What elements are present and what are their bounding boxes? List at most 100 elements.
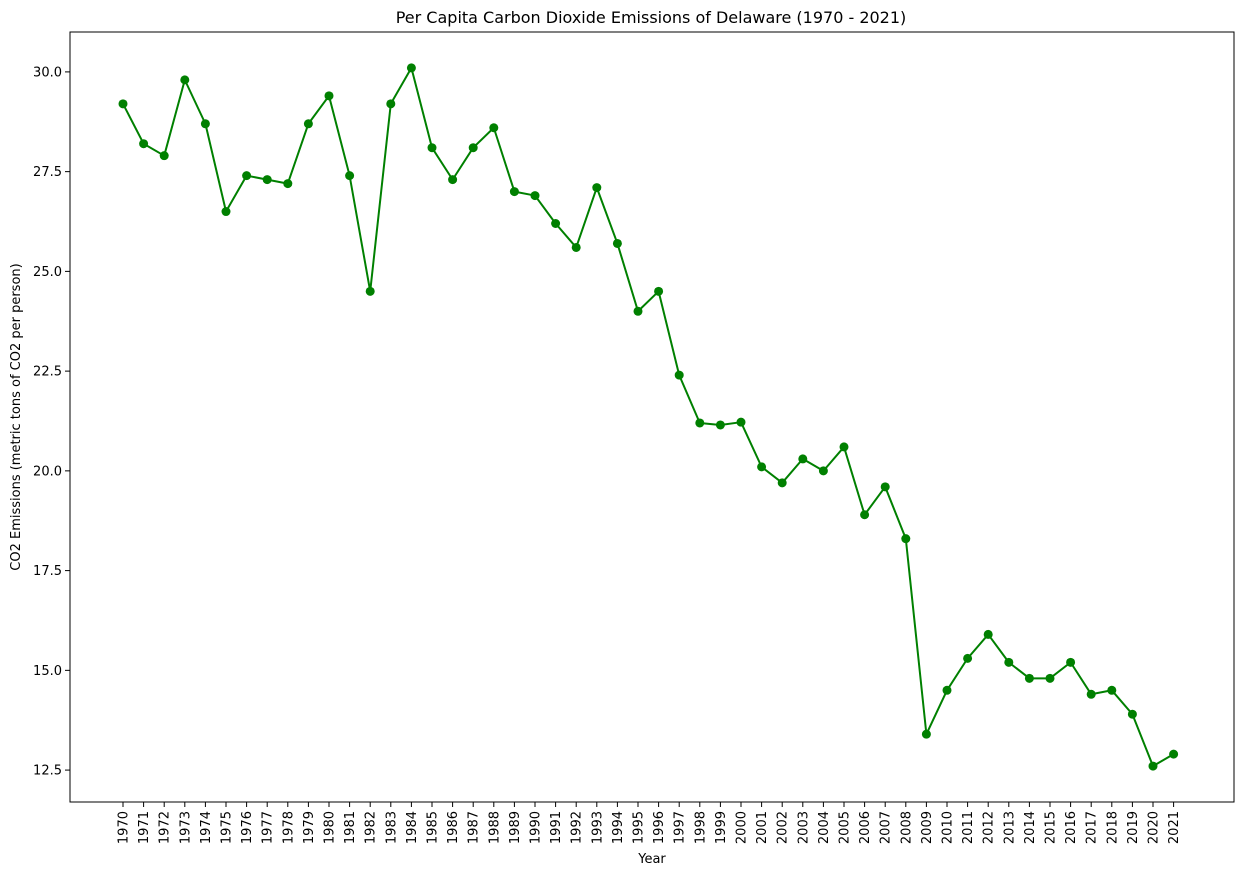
data-point — [509, 187, 519, 197]
x-tick-label: 2003 — [796, 811, 811, 844]
data-point — [1024, 673, 1034, 683]
data-point — [324, 91, 334, 101]
x-tick-label: 1982 — [364, 811, 379, 844]
data-point — [1004, 657, 1014, 667]
data-point — [303, 119, 313, 129]
x-tick-label: 1986 — [446, 811, 461, 844]
x-tick-label: 1988 — [487, 811, 502, 844]
x-tick-label: 2015 — [1044, 811, 1059, 844]
data-point — [1045, 673, 1055, 683]
x-tick-label: 1990 — [529, 811, 544, 844]
data-point — [1127, 709, 1137, 719]
data-point — [180, 75, 190, 85]
plot-frame — [69, 31, 1235, 803]
data-point — [654, 286, 664, 296]
data-point — [262, 175, 272, 185]
x-tick-label: 1979 — [302, 811, 317, 844]
x-tick-label: 1975 — [220, 811, 235, 844]
x-tick-label: 1973 — [178, 811, 193, 844]
data-point — [1086, 689, 1096, 699]
data-point — [736, 417, 746, 427]
x-tick-label: 1993 — [590, 811, 605, 844]
x-tick-label: 2006 — [858, 811, 873, 844]
x-tick-label: 2002 — [776, 811, 791, 844]
x-tick-label: 2008 — [899, 811, 914, 844]
data-point — [798, 454, 808, 464]
data-point — [633, 306, 643, 316]
data-point — [448, 175, 458, 185]
x-tick-label: 2018 — [1105, 811, 1120, 844]
y-axis-label: CO2 Emissions (metric tons of CO2 per pe… — [9, 263, 24, 570]
x-tick-label: 2021 — [1167, 811, 1182, 844]
data-point — [139, 139, 149, 149]
x-tick-label: 2000 — [735, 811, 750, 844]
x-tick-label: 1984 — [405, 811, 420, 844]
x-tick-label: 1974 — [199, 811, 214, 844]
x-tick-label: 1983 — [384, 811, 399, 844]
data-point — [983, 629, 993, 639]
chart-title: Per Capita Carbon Dioxide Emissions of D… — [396, 8, 907, 27]
data-point — [551, 219, 561, 229]
x-tick-label: 2013 — [1002, 811, 1017, 844]
x-tick-label: 1976 — [240, 811, 255, 844]
data-point — [818, 466, 828, 476]
data-point — [571, 242, 581, 252]
data-point — [963, 653, 973, 663]
data-point — [242, 171, 252, 181]
data-point — [468, 143, 478, 153]
y-tick-label: 20.0 — [33, 464, 62, 479]
y-tick-label: 12.5 — [33, 764, 62, 779]
x-tick-label: 1999 — [714, 811, 729, 844]
x-axis-ticks: 1970 1971 1972 1973 1974 1975 1976 1977 1978 1979… — [117, 802, 1182, 844]
series-line — [122, 66, 1175, 768]
data-point — [880, 482, 890, 492]
x-tick-label: 1989 — [508, 811, 523, 844]
data-point — [200, 119, 210, 129]
x-tick-label: 2004 — [817, 811, 832, 844]
data-point — [592, 183, 602, 193]
x-tick-label: 1992 — [570, 811, 585, 844]
data-point — [860, 510, 870, 520]
y-axis-ticks: 12.5 15.0 17.5 20.0 22.5 25.0 27.5 30.0 — [33, 65, 70, 779]
x-tick-label: 2010 — [941, 811, 956, 844]
data-point — [159, 151, 169, 161]
x-tick-label: 2007 — [879, 811, 894, 844]
x-tick-label: 1981 — [343, 811, 358, 844]
data-point — [221, 207, 231, 217]
x-tick-label: 1985 — [426, 811, 441, 844]
data-point — [839, 442, 849, 452]
data-point — [386, 99, 396, 109]
data-point — [489, 123, 499, 133]
x-tick-label: 1997 — [673, 811, 688, 844]
data-point — [365, 286, 375, 296]
data-point — [757, 462, 767, 472]
x-tick-label: 1980 — [323, 811, 338, 844]
data-point — [1148, 761, 1158, 771]
x-tick-label: 2005 — [838, 811, 853, 844]
x-tick-label: 2014 — [1023, 811, 1038, 844]
y-tick-label: 22.5 — [33, 365, 62, 380]
x-tick-label: 2017 — [1085, 811, 1100, 844]
x-tick-label: 2012 — [982, 811, 997, 844]
x-tick-label: 2011 — [961, 811, 976, 844]
plot-area — [118, 63, 1179, 771]
data-point — [406, 63, 416, 73]
x-tick-label: 1998 — [693, 811, 708, 844]
x-tick-label: 1971 — [137, 811, 152, 844]
x-tick-label: 1972 — [158, 811, 173, 844]
x-axis-label: Year — [637, 852, 666, 867]
data-point — [612, 238, 622, 248]
data-point — [118, 99, 128, 109]
x-tick-label: 1970 — [117, 811, 132, 844]
x-tick-label: 2019 — [1126, 811, 1141, 844]
data-point — [1169, 749, 1179, 759]
x-tick-label: 1987 — [467, 811, 482, 844]
data-point — [1066, 657, 1076, 667]
data-point — [427, 143, 437, 153]
data-point — [1107, 685, 1117, 695]
x-tick-label: 1978 — [281, 811, 296, 844]
x-tick-label: 1995 — [632, 811, 647, 844]
data-point — [674, 370, 684, 380]
data-point — [777, 478, 787, 488]
